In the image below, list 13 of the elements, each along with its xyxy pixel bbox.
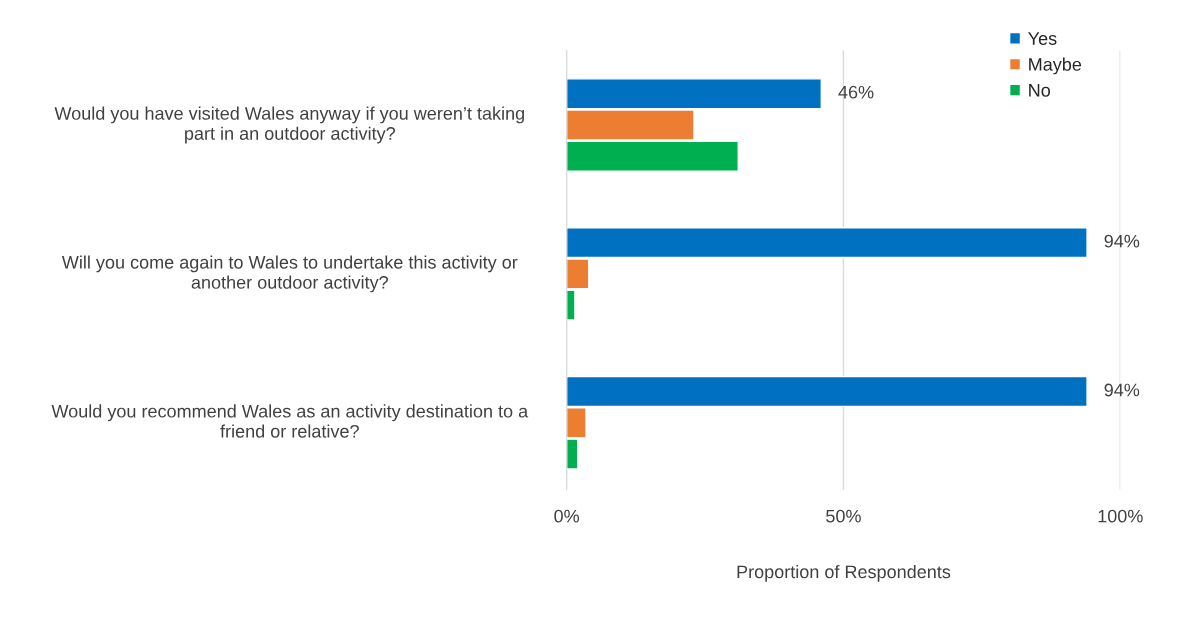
y-tick-label: Will you come again to Wales to undertake this activity or another outdoor activity? bbox=[61, 255, 518, 293]
legend-label: Yes bbox=[1028, 32, 1057, 45]
data-label: 46% bbox=[838, 85, 874, 99]
legend-label: No bbox=[1029, 84, 1051, 97]
x-tick-label: 50% bbox=[826, 509, 861, 523]
y-tick-label: Would you recommend Wales as an activity destination to a friend or relative? bbox=[51, 404, 529, 438]
x-axis-title: Proportion of Respondents bbox=[737, 564, 951, 582]
x-tick-label: 0% bbox=[554, 509, 580, 523]
data-label: 94% bbox=[1104, 383, 1140, 397]
x-tick-label: 100% bbox=[1098, 509, 1143, 523]
y-tick-label: Would you have visited Wales anyway if you weren’t taking part in an outdoor activity? bbox=[54, 106, 524, 144]
legend-label: Maybe bbox=[1029, 57, 1082, 75]
data-label: 94% bbox=[1104, 234, 1140, 248]
